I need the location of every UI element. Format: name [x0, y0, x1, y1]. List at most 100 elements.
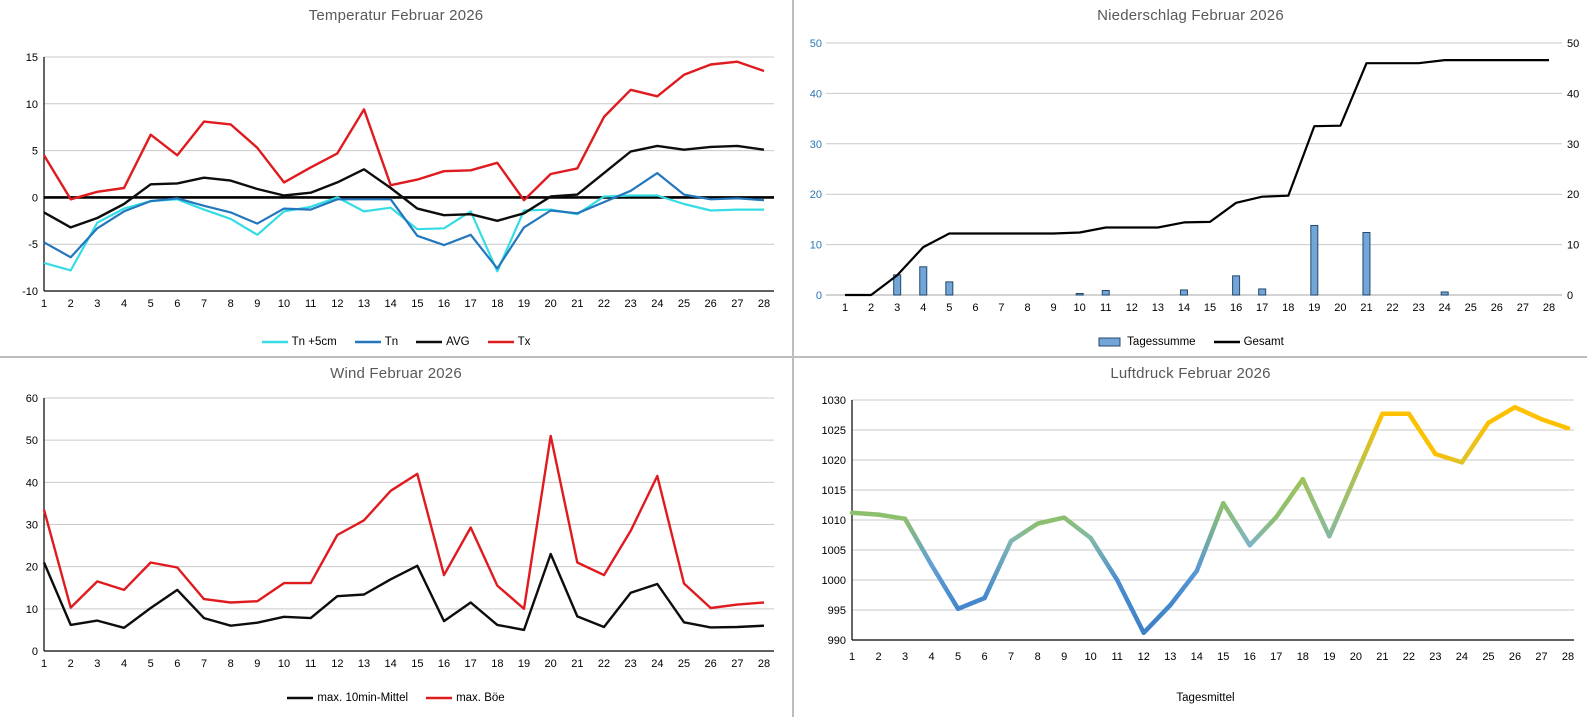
legend-label: Gesamt	[1243, 336, 1284, 348]
svg-text:10: 10	[26, 604, 38, 616]
svg-text:30: 30	[810, 139, 822, 151]
svg-text:22: 22	[1386, 302, 1398, 314]
legend-label: Tn	[384, 336, 399, 348]
svg-text:15: 15	[26, 52, 38, 64]
line-swatch-icon	[416, 340, 443, 344]
legend-label: Tn +5cm	[291, 336, 337, 348]
panel-wind: Wind Februar 2026 0 10 20 30 40 50 60 1 2 3 4 5 6 7 8 9…	[0, 358, 792, 717]
svg-text:28: 28	[1543, 302, 1555, 314]
chart-title-niederschlag: Niederschlag Februar 2026	[1097, 7, 1284, 24]
svg-text:40: 40	[26, 477, 38, 489]
svg-text:14: 14	[385, 658, 397, 670]
wind-legend: max. 10min-Mittel max. Böe	[0, 692, 792, 704]
svg-text:20: 20	[545, 298, 557, 310]
svg-text:12: 12	[331, 658, 343, 670]
svg-text:50: 50	[26, 435, 38, 447]
svg-text:24: 24	[651, 298, 663, 310]
svg-text:10: 10	[26, 99, 38, 111]
svg-text:11: 11	[305, 658, 316, 670]
line-swatch-icon	[1213, 340, 1240, 344]
svg-text:26: 26	[1509, 651, 1521, 663]
svg-text:28: 28	[1562, 651, 1574, 663]
svg-text:16: 16	[1244, 651, 1256, 663]
svg-text:5: 5	[148, 298, 154, 310]
svg-text:40: 40	[1567, 88, 1579, 100]
svg-text:26: 26	[1491, 302, 1503, 314]
svg-text:5: 5	[955, 651, 961, 663]
legend-item-avg: AVG	[416, 336, 470, 348]
legend-item-tn: Tn	[354, 336, 399, 348]
svg-text:8: 8	[228, 658, 234, 670]
svg-text:10: 10	[810, 240, 822, 252]
svg-text:5: 5	[32, 146, 38, 158]
svg-text:19: 19	[518, 298, 530, 310]
panel-niederschlag: Niederschlag Februar 2026 0 0 10 10 20 20 30 30…	[794, 0, 1587, 356]
svg-text:21: 21	[571, 298, 583, 310]
svg-text:8: 8	[1024, 302, 1030, 314]
svg-text:15: 15	[411, 298, 423, 310]
svg-text:4: 4	[121, 298, 127, 310]
niederschlag-legend: Tagessumme Gesamt	[794, 336, 1587, 348]
svg-text:21: 21	[1360, 302, 1372, 314]
svg-text:23: 23	[1412, 302, 1424, 314]
svg-text:11: 11	[305, 298, 316, 310]
svg-text:15: 15	[1204, 302, 1216, 314]
line-swatch-icon	[1146, 696, 1173, 700]
svg-text:2: 2	[68, 658, 74, 670]
svg-text:26: 26	[705, 298, 717, 310]
svg-text:17: 17	[465, 298, 477, 310]
svg-text:1010: 1010	[822, 515, 846, 527]
svg-text:18: 18	[491, 298, 503, 310]
svg-text:24: 24	[651, 658, 663, 670]
svg-text:990: 990	[828, 635, 846, 647]
svg-text:1: 1	[41, 298, 47, 310]
legend-item-max-b-e: max. Böe	[426, 692, 505, 704]
legend-label: AVG	[446, 336, 470, 348]
legend-label: Tagessumme	[1127, 336, 1196, 348]
svg-text:27: 27	[731, 298, 743, 310]
svg-text:8: 8	[1035, 651, 1041, 663]
legend-item-tx: Tx	[487, 336, 530, 348]
svg-text:9: 9	[254, 658, 260, 670]
svg-text:1: 1	[41, 658, 47, 670]
svg-text:19: 19	[518, 658, 530, 670]
svg-text:5: 5	[148, 658, 154, 670]
svg-text:18: 18	[491, 658, 503, 670]
svg-text:10: 10	[1567, 240, 1579, 252]
svg-text:19: 19	[1308, 302, 1320, 314]
legend-item-tagesmittel: Tagesmittel	[1146, 692, 1235, 704]
svg-text:13: 13	[1152, 302, 1164, 314]
svg-text:27: 27	[731, 658, 743, 670]
svg-text:50: 50	[810, 38, 822, 50]
svg-text:16: 16	[1230, 302, 1242, 314]
svg-text:1: 1	[842, 302, 848, 314]
svg-text:20: 20	[26, 562, 38, 574]
svg-text:1015: 1015	[822, 485, 846, 497]
svg-text:-5: -5	[28, 239, 38, 251]
legend-item-tagessumme: Tagessumme	[1097, 336, 1196, 348]
svg-text:7: 7	[998, 302, 1004, 314]
svg-text:3: 3	[902, 651, 908, 663]
line-swatch-icon	[426, 696, 453, 700]
svg-text:22: 22	[598, 658, 610, 670]
svg-text:24: 24	[1439, 302, 1451, 314]
svg-text:20: 20	[1567, 189, 1579, 201]
svg-text:23: 23	[1429, 651, 1441, 663]
svg-text:17: 17	[1256, 302, 1268, 314]
svg-text:25: 25	[1482, 651, 1494, 663]
svg-text:13: 13	[358, 658, 370, 670]
svg-text:17: 17	[465, 658, 477, 670]
svg-text:30: 30	[1567, 139, 1579, 151]
svg-text:13: 13	[1164, 651, 1176, 663]
svg-text:0: 0	[1567, 290, 1573, 302]
svg-text:10: 10	[1085, 651, 1097, 663]
svg-text:0: 0	[32, 646, 38, 658]
legend-label: Tagesmittel	[1176, 692, 1235, 704]
svg-text:6: 6	[174, 298, 180, 310]
svg-text:15: 15	[1217, 651, 1229, 663]
svg-text:7: 7	[201, 658, 207, 670]
svg-text:25: 25	[678, 658, 690, 670]
svg-text:14: 14	[1178, 302, 1190, 314]
